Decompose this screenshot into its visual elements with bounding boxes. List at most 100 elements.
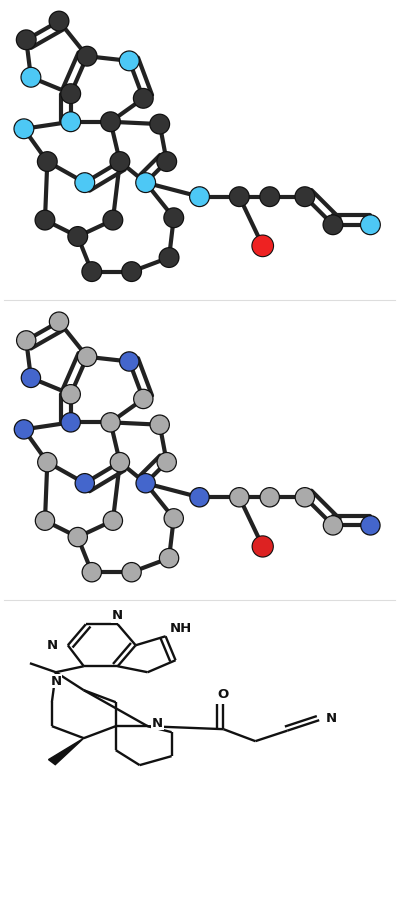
Point	[42, 514, 48, 528]
Point	[67, 415, 74, 429]
Point	[42, 514, 48, 528]
Point	[128, 265, 135, 279]
Point	[81, 176, 88, 190]
Point	[164, 455, 170, 470]
Point	[140, 91, 146, 105]
Point	[21, 122, 27, 136]
Point	[110, 213, 116, 228]
Point	[367, 218, 373, 232]
Point	[56, 314, 62, 328]
Point	[236, 491, 243, 505]
Point	[140, 91, 146, 105]
Point	[156, 418, 163, 432]
Point	[196, 491, 203, 505]
Point	[117, 455, 123, 470]
Point	[107, 114, 114, 129]
Point	[44, 455, 51, 470]
Point	[170, 511, 177, 526]
Point	[44, 155, 51, 169]
Text: N: N	[47, 639, 58, 652]
Point	[302, 491, 308, 505]
Point	[110, 514, 116, 528]
Point	[28, 70, 34, 85]
Point	[236, 190, 243, 204]
Point	[23, 333, 30, 347]
Point	[142, 476, 149, 491]
Point	[23, 333, 30, 347]
Point	[56, 14, 62, 28]
Point	[267, 491, 273, 505]
Point	[330, 518, 336, 533]
Point	[75, 530, 81, 544]
Text: NH: NH	[170, 622, 192, 635]
Point	[67, 387, 74, 401]
Point	[259, 539, 266, 554]
Text: N: N	[326, 712, 337, 725]
Point	[196, 190, 203, 204]
Point	[267, 491, 273, 505]
Point	[67, 86, 74, 101]
Point	[170, 211, 177, 225]
Point	[117, 155, 123, 169]
Point	[110, 514, 116, 528]
Point	[67, 415, 74, 429]
Point	[128, 565, 135, 580]
Point	[110, 213, 116, 228]
Point	[330, 218, 336, 232]
Point	[126, 54, 132, 68]
Point	[81, 476, 88, 491]
Point	[156, 117, 163, 131]
Text: N: N	[50, 675, 61, 688]
Text: O: O	[218, 688, 229, 700]
Point	[259, 539, 266, 554]
Point	[89, 565, 95, 580]
Point	[367, 518, 373, 533]
Point	[140, 392, 146, 406]
Point	[142, 476, 149, 491]
Point	[117, 155, 123, 169]
Point	[142, 176, 149, 190]
Point	[21, 422, 27, 436]
Point	[259, 238, 266, 253]
Point	[89, 265, 95, 279]
Point	[23, 32, 30, 47]
Point	[107, 415, 114, 429]
Point	[126, 355, 132, 369]
Point	[166, 250, 172, 265]
Point	[196, 190, 203, 204]
Point	[44, 155, 51, 169]
Polygon shape	[49, 738, 84, 765]
Point	[164, 155, 170, 169]
Point	[126, 54, 132, 68]
Text: N: N	[112, 609, 123, 623]
Point	[107, 415, 114, 429]
Point	[56, 314, 62, 328]
Point	[84, 49, 90, 63]
Point	[21, 422, 27, 436]
Point	[107, 114, 114, 129]
Point	[23, 32, 30, 47]
Point	[170, 211, 177, 225]
Point	[67, 114, 74, 129]
Point	[170, 511, 177, 526]
Point	[75, 230, 81, 244]
Point	[196, 491, 203, 505]
Point	[75, 530, 81, 544]
Point	[81, 176, 88, 190]
Point	[28, 371, 34, 385]
Point	[164, 155, 170, 169]
Point	[367, 218, 373, 232]
Point	[67, 387, 74, 401]
Point	[42, 213, 48, 228]
Point	[166, 250, 172, 265]
Point	[259, 238, 266, 253]
Point	[126, 355, 132, 369]
Point	[84, 349, 90, 364]
Point	[267, 190, 273, 204]
Point	[44, 455, 51, 470]
Point	[367, 518, 373, 533]
Point	[84, 349, 90, 364]
Point	[236, 491, 243, 505]
Point	[128, 565, 135, 580]
Text: N: N	[152, 716, 163, 730]
